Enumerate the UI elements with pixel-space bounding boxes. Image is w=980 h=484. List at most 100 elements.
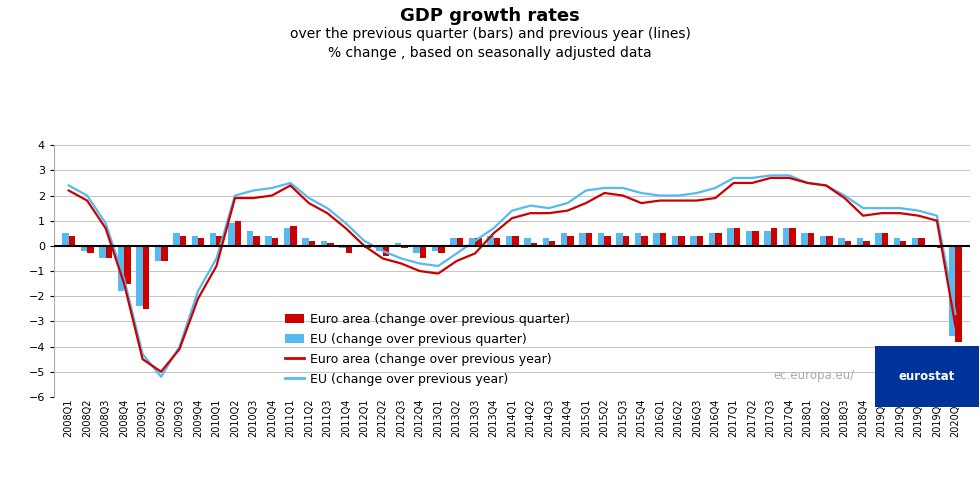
- Euro area (change over previous year): [764, 175, 776, 181]
- Bar: [124, 246, 130, 284]
- Bar: [764, 231, 770, 246]
- EU (change over previous year): [599, 185, 611, 191]
- Bar: [819, 236, 826, 246]
- Euro area (change over previous year): [524, 210, 536, 216]
- Bar: [401, 246, 408, 248]
- Bar: [513, 236, 518, 246]
- Euro area (change over previous year): [747, 180, 759, 186]
- Bar: [173, 233, 179, 246]
- Euro area (change over previous year): [783, 175, 795, 181]
- EU (change over previous year): [931, 213, 943, 219]
- Bar: [697, 236, 704, 246]
- Bar: [956, 246, 962, 342]
- EU (change over previous year): [136, 351, 148, 357]
- Euro area (change over previous year): [136, 356, 148, 362]
- EU (change over previous year): [340, 220, 352, 226]
- EU (change over previous year): [488, 226, 500, 231]
- Bar: [62, 233, 69, 246]
- Bar: [586, 233, 593, 246]
- Bar: [431, 246, 438, 251]
- Bar: [949, 246, 956, 336]
- EU (change over previous year): [728, 175, 740, 181]
- Text: over the previous quarter (bars) and previous year (lines): over the previous quarter (bars) and pre…: [289, 27, 691, 41]
- EU (change over previous year): [912, 208, 924, 213]
- Euro area (change over previous year): [894, 210, 906, 216]
- Text: eurostat: eurostat: [899, 370, 956, 383]
- Bar: [142, 246, 149, 309]
- Bar: [191, 236, 198, 246]
- Bar: [80, 246, 87, 251]
- Euro area (change over previous year): [173, 346, 185, 352]
- EU (change over previous year): [820, 182, 832, 188]
- EU (change over previous year): [119, 276, 130, 282]
- Bar: [678, 236, 685, 246]
- Euro area (change over previous year): [672, 197, 684, 203]
- Bar: [549, 241, 556, 246]
- Bar: [783, 228, 789, 246]
- Bar: [309, 241, 316, 246]
- Bar: [838, 238, 845, 246]
- EU (change over previous year): [432, 263, 444, 269]
- Euro area (change over previous year): [488, 230, 500, 236]
- Bar: [654, 233, 660, 246]
- Euro area (change over previous year): [284, 182, 296, 188]
- Bar: [605, 236, 611, 246]
- Bar: [136, 246, 142, 306]
- Bar: [376, 246, 383, 251]
- Bar: [845, 241, 851, 246]
- EU (change over previous year): [414, 260, 425, 266]
- Bar: [327, 243, 334, 246]
- Bar: [826, 236, 833, 246]
- EU (change over previous year): [395, 256, 407, 261]
- Bar: [155, 246, 161, 261]
- EU (change over previous year): [321, 205, 333, 211]
- Euro area (change over previous year): [155, 369, 167, 375]
- Bar: [365, 246, 370, 248]
- EU (change over previous year): [229, 193, 241, 198]
- Bar: [395, 243, 401, 246]
- Bar: [715, 233, 721, 246]
- Bar: [567, 236, 574, 246]
- Euro area (change over previous year): [820, 182, 832, 188]
- Bar: [271, 238, 278, 246]
- Bar: [118, 246, 124, 291]
- EU (change over previous year): [710, 185, 721, 191]
- EU (change over previous year): [580, 188, 592, 194]
- Bar: [802, 233, 808, 246]
- Bar: [912, 238, 918, 246]
- Bar: [660, 233, 666, 246]
- Bar: [198, 238, 205, 246]
- Bar: [266, 236, 271, 246]
- EU (change over previous year): [192, 288, 204, 294]
- Euro area (change over previous year): [100, 226, 112, 231]
- EU (change over previous year): [894, 205, 906, 211]
- Bar: [753, 231, 759, 246]
- Bar: [530, 243, 537, 246]
- Bar: [179, 236, 186, 246]
- Bar: [579, 233, 586, 246]
- Bar: [543, 238, 549, 246]
- Bar: [524, 238, 530, 246]
- EU (change over previous year): [81, 193, 93, 198]
- Euro area (change over previous year): [654, 197, 665, 203]
- Bar: [284, 228, 290, 246]
- Bar: [87, 246, 94, 254]
- EU (change over previous year): [359, 238, 370, 244]
- Bar: [468, 238, 475, 246]
- Text: % change , based on seasonally adjusted data: % change , based on seasonally adjusted …: [328, 46, 652, 60]
- Bar: [727, 228, 734, 246]
- EU (change over previous year): [63, 182, 74, 188]
- Bar: [506, 236, 513, 246]
- Bar: [383, 246, 389, 256]
- EU (change over previous year): [747, 175, 759, 181]
- Euro area (change over previous year): [395, 260, 407, 266]
- Bar: [320, 241, 327, 246]
- Euro area (change over previous year): [912, 213, 924, 219]
- Bar: [106, 246, 112, 258]
- Bar: [414, 246, 419, 254]
- EU (change over previous year): [211, 256, 222, 261]
- Euro area (change over previous year): [876, 210, 888, 216]
- Bar: [937, 246, 944, 248]
- EU (change over previous year): [858, 205, 869, 211]
- EU (change over previous year): [691, 190, 703, 196]
